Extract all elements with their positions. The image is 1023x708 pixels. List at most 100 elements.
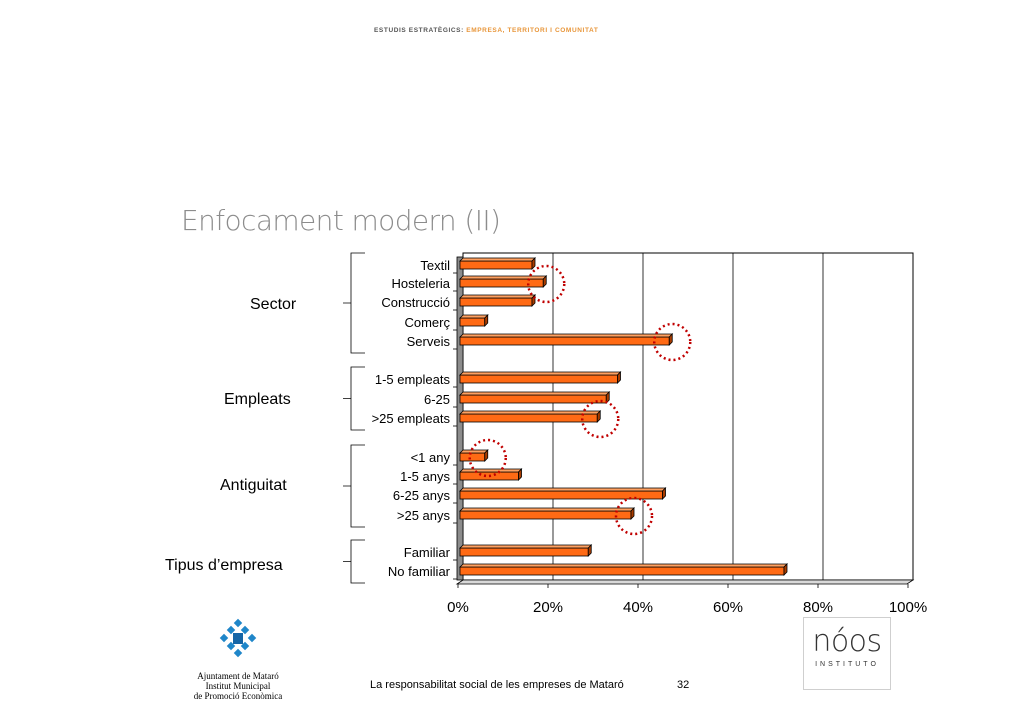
bracket-tipus-d-empresa: [343, 539, 365, 584]
bar-construcci: [459, 294, 536, 307]
bars: [459, 257, 788, 576]
bar-side: [662, 487, 666, 500]
x-tick-label: 20%: [533, 599, 563, 616]
bar-top: [459, 257, 536, 262]
bar-top: [459, 487, 667, 492]
bar-face: [459, 471, 519, 481]
ajuntament-line-3: de Promoció Econòmica: [193, 691, 283, 701]
bar-textil: [459, 257, 536, 270]
bar-top: [459, 294, 536, 299]
bar-face: [459, 566, 785, 576]
plot-side-wall: [456, 256, 464, 581]
category-label-hosteleria: Hosteleria: [391, 276, 450, 291]
category-label-serveis: Serveis: [407, 334, 451, 349]
bar-side: [587, 544, 592, 557]
bar-side: [605, 391, 610, 404]
bar-side: [531, 257, 536, 270]
ajuntament-line-1: Ajuntament de Mataró: [197, 671, 279, 681]
bar-top: [459, 563, 788, 568]
category-label-1-5-anys: 1-5 anys: [400, 469, 450, 484]
bar-top: [459, 410, 602, 415]
bar-top: [459, 449, 489, 454]
group-label-antiguitat: Antiguitat: [220, 477, 287, 494]
bracket-empleats: [343, 366, 365, 431]
x-tick-label: 60%: [713, 599, 743, 616]
footer-text: La responsabilitat social de les emprese…: [370, 679, 624, 691]
bar-1-any: [459, 449, 489, 462]
ajuntament-emblem-icon: [219, 618, 257, 658]
category-label-1-5-empleats: 1-5 empleats: [375, 372, 451, 387]
bar-side: [542, 275, 547, 288]
bar-1-5-empleats: [459, 371, 622, 384]
highlight-circle-1-any: [468, 438, 507, 478]
bar-comer: [459, 314, 489, 327]
bar-top: [459, 391, 611, 396]
bar-side: [531, 294, 536, 307]
bar-face: [459, 297, 533, 307]
ajuntament-line-2: Institut Municipal: [205, 681, 271, 691]
bar-6-25: [459, 391, 611, 404]
bar-face: [459, 374, 618, 384]
category-label-construcci: Construcció: [381, 295, 450, 310]
bracket-antiguitat: [343, 444, 365, 528]
highlight-circle-hosteleria: [527, 264, 566, 304]
bar-top: [459, 333, 674, 338]
category-labels: Textil Hosteleria Construcció Comerç Serveis…: [372, 258, 457, 580]
category-label-familiar: Familiar: [404, 545, 451, 560]
category-label-textil: Textil: [420, 258, 450, 273]
group-label-sector: Sector: [250, 296, 297, 313]
plot-area: [455, 252, 915, 585]
bar-face: [459, 317, 486, 327]
noos-subtitle: INSTITUTO: [815, 661, 879, 668]
bar-face: [459, 452, 486, 462]
highlight-circle-25-empleats: [581, 399, 620, 439]
bar-face: [459, 547, 589, 557]
bar-side: [518, 468, 522, 481]
bar-side: [783, 563, 788, 576]
category-label-1-any: <1 any: [411, 450, 451, 465]
bar-face: [459, 413, 598, 423]
bar-side: [617, 371, 621, 384]
ajuntament-name: Ajuntament de Mataró Institut Municipal …: [184, 671, 292, 701]
group-label-tipus-empresa: Tipus d’empresa: [165, 557, 283, 574]
x-axis-ticks: 0% 20% 40% 60% 80% 100%: [447, 584, 927, 616]
category-label-25-anys: >25 anys: [397, 508, 451, 523]
bar-no-familiar: [459, 563, 788, 576]
bar-serveis: [459, 333, 674, 346]
bar-top: [459, 371, 622, 376]
slide-title: Enfocament modern (II): [181, 204, 501, 237]
x-tick-label: 80%: [803, 599, 833, 616]
group-brackets: [343, 252, 365, 584]
category-label-25-empleats: >25 empleats: [372, 411, 451, 426]
bar-side: [596, 410, 601, 423]
bar-side: [668, 333, 673, 346]
bar-top: [459, 468, 523, 473]
noos-brand: nóos: [812, 624, 882, 659]
x-tick-label: 100%: [889, 599, 927, 616]
bar-familiar: [459, 544, 593, 557]
bracket-sector: [343, 252, 365, 354]
bar-top: [459, 544, 593, 549]
group-label-empleats: Empleats: [224, 391, 291, 408]
bar-1-5-anys: [459, 468, 523, 481]
category-label-6-25-anys: 6-25 anys: [393, 488, 451, 503]
header-tagline-dark: ESTUDIS ESTRATÈGICS:: [374, 27, 464, 34]
x-tick-label: 40%: [623, 599, 653, 616]
header-tagline-accent: EMPRESA, TERRITORI I COMUNITAT: [466, 27, 599, 34]
plot-floor: [455, 579, 915, 585]
page-number: 32: [677, 679, 690, 691]
bar-25-anys: [459, 507, 635, 520]
header-tagline: ESTUDIS ESTRATÈGICS: EMPRESA, TERRITORI …: [374, 27, 598, 34]
bar-face: [459, 278, 544, 288]
ajuntament-logo: Ajuntament de Mataró Institut Municipal …: [184, 618, 292, 701]
bar-face: [459, 336, 670, 346]
bar-top: [459, 507, 635, 512]
bar-face: [459, 260, 533, 270]
highlight-circles: [468, 264, 692, 536]
bar-face: [459, 510, 632, 520]
bar-side: [630, 507, 635, 520]
bar-hosteleria: [459, 275, 548, 288]
noos-instituto-logo: nóos INSTITUTO: [803, 617, 891, 690]
category-label-no-familiar: No familiar: [388, 564, 451, 579]
